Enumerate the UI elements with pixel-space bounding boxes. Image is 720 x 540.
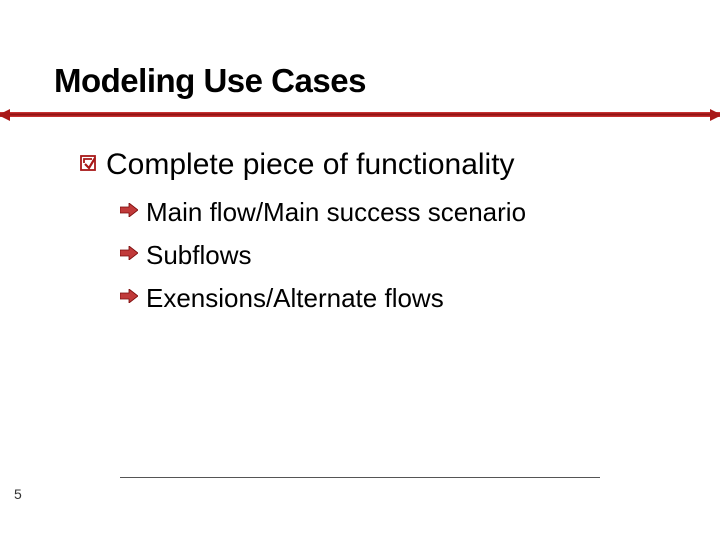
arrow-right-icon: [120, 289, 138, 308]
title-underline: [0, 109, 720, 121]
title-underline-arrow-right: [710, 109, 720, 121]
list-item: Main flow/Main success scenario: [120, 197, 660, 228]
title-underline-bar: [0, 112, 720, 117]
list-item-text: Complete piece of functionality: [106, 148, 515, 183]
list-item: Subflows: [120, 240, 660, 271]
content-area: Complete piece of functionality Main flo…: [80, 148, 660, 326]
title-underline-arrow-left: [0, 109, 10, 121]
list-item: Complete piece of functionality: [80, 148, 660, 183]
page-number: 5: [14, 486, 22, 502]
slide-title: Modeling Use Cases: [54, 62, 366, 100]
list-item-text: Subflows: [146, 240, 252, 271]
list-item-text: Main flow/Main success scenario: [146, 197, 526, 228]
slide: Modeling Use Cases Complete piece of fun…: [0, 0, 720, 540]
arrow-right-icon: [120, 246, 138, 265]
arrow-right-icon: [120, 203, 138, 222]
list-item-text: Exensions/Alternate flows: [146, 283, 444, 314]
list-item: Exensions/Alternate flows: [120, 283, 660, 314]
bullet-box-icon: [80, 155, 96, 176]
footer-divider: [120, 477, 600, 478]
